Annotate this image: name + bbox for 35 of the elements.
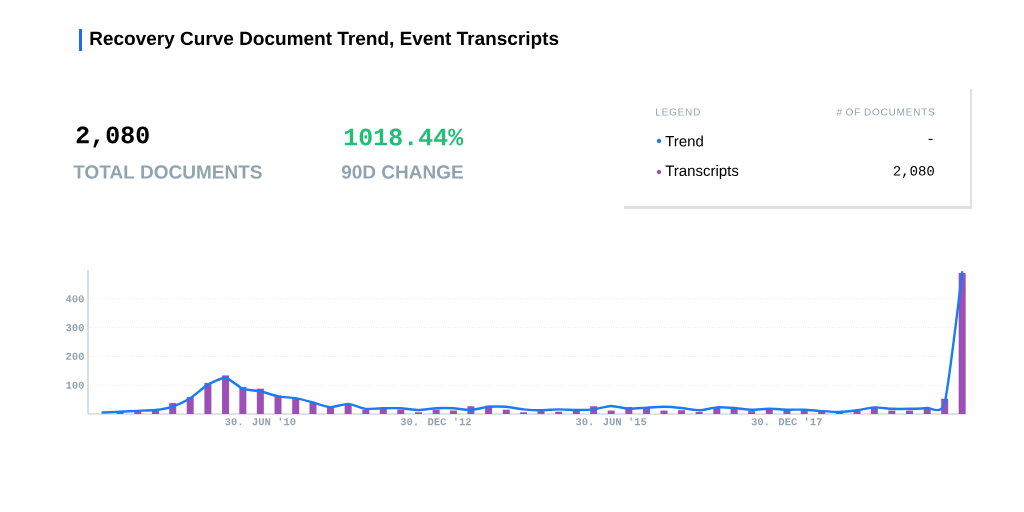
x-tick-label: 30. DEC '12: [400, 417, 472, 426]
y-tick-label: 400: [65, 295, 84, 303]
bar: [222, 375, 230, 415]
bar: [958, 272, 966, 415]
bar: [292, 399, 300, 415]
bar: [432, 409, 440, 415]
y-tick-label: 100: [66, 381, 84, 389]
bar: [204, 382, 212, 415]
text: -: [928, 138, 933, 140]
bar: [397, 409, 405, 415]
x-tick-label: 30. JUN '15: [575, 417, 647, 426]
bar: [502, 409, 510, 415]
bar: [239, 386, 247, 415]
bar: [748, 411, 756, 415]
text: TOTAL DOCUMENTS: [73, 165, 262, 179]
legend-title: LEGEND: [656, 108, 700, 116]
bar: [677, 410, 685, 415]
bar: [695, 411, 703, 415]
y-tick-label: 300: [66, 324, 84, 332]
text: 1018.44%: [344, 128, 464, 146]
legend-label: Trend: [665, 135, 703, 147]
bar: [362, 409, 370, 415]
chart-title: Recovery Curve Document Trend, Event Transcripts: [90, 31, 559, 49]
x-tick-label: 30. DEC '17: [751, 417, 822, 426]
bar: [379, 408, 387, 415]
y-tick-label: 200: [66, 352, 84, 360]
legend-label: Transcripts: [665, 165, 739, 179]
text: # OF DOCUMENTS: [836, 108, 935, 116]
x-tick-label: 30. JUN '10: [225, 417, 296, 426]
bar: [256, 388, 264, 415]
bar: [309, 403, 317, 415]
text: 2,080: [893, 166, 934, 178]
line-series: [101, 271, 964, 414]
text: 2,080: [76, 126, 149, 148]
text: 90D CHANGE: [341, 165, 463, 179]
